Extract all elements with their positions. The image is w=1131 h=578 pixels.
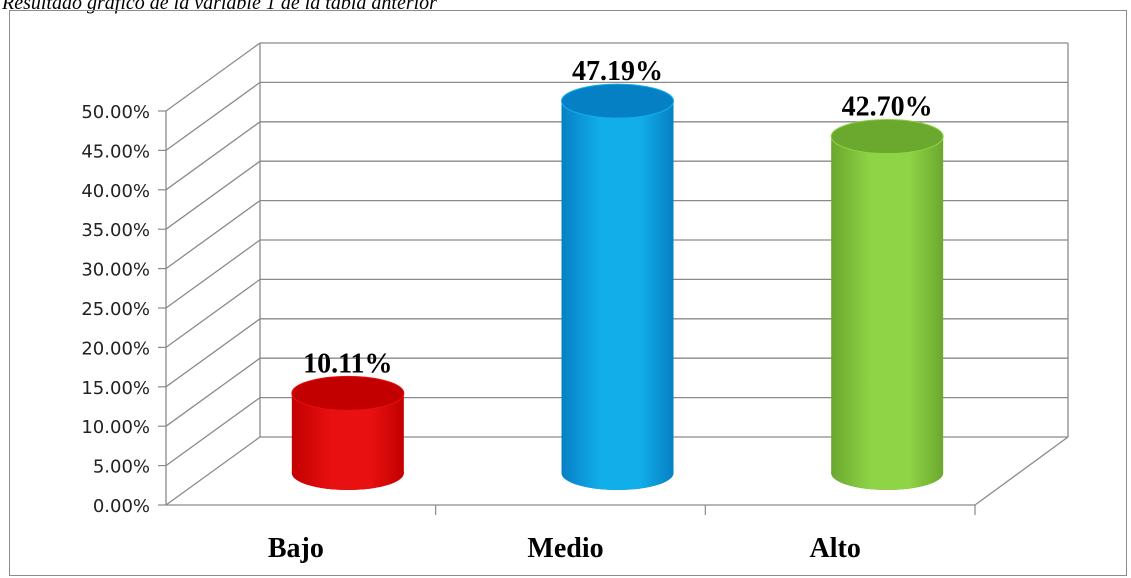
y-tick-label: 30.00%: [81, 260, 150, 281]
gridline-diagonal: [165, 81, 261, 151]
y-tick-label: 45.00%: [81, 141, 150, 162]
bar-body: [831, 136, 944, 474]
y-tick-label: 50.00%: [81, 102, 150, 123]
chart-frame: [9, 10, 1127, 576]
bar-top: [291, 375, 405, 411]
bar-body: [561, 101, 674, 474]
category-layer: Bajo Medio Alto: [268, 533, 861, 564]
x-tick-label: Alto: [810, 533, 861, 564]
x-tick-label: Medio: [527, 533, 603, 564]
bar-bottom-front: [291, 473, 404, 490]
gridline-diagonal: [165, 239, 261, 309]
bar-bottom-front: [831, 473, 944, 490]
label-layer: 10.11% 47.19% 42.70%: [303, 56, 933, 379]
data-label: 47.19%: [572, 56, 663, 87]
bar-top: [830, 119, 944, 155]
bar-bottom-front: [561, 473, 674, 490]
gridline-diagonal: [165, 121, 261, 191]
y-tick-label: 5.00%: [93, 457, 150, 478]
tick-layer: 0.00% 5.00% 10.00% 15.00% 20.00% 25.00% 30.00%…: [81, 102, 150, 517]
y-tick-label: 25.00%: [81, 299, 150, 320]
gridline-diagonal: [165, 278, 261, 348]
gridline-diagonal: [165, 200, 261, 270]
gridline-diagonal: [165, 357, 261, 427]
y-tick-label: 35.00%: [81, 220, 150, 241]
y-tick-label: 20.00%: [81, 338, 150, 359]
gridline-diagonal: [165, 397, 261, 467]
gridline-diagonal: [165, 42, 261, 112]
bar-top: [561, 83, 674, 119]
gridline-diagonal: [165, 436, 261, 506]
gridline-diagonal: [165, 318, 261, 388]
bar-layer: [291, 83, 944, 490]
bar-bajo: [291, 375, 405, 490]
data-label: 42.70%: [842, 92, 933, 123]
y-tick-label: 40.00%: [81, 181, 150, 202]
y-tick-label: 10.00%: [81, 417, 150, 438]
x-tick-label: Bajo: [268, 533, 324, 564]
bar-alto: [830, 119, 944, 490]
axis-layer: [158, 43, 1069, 515]
data-label: 10.11%: [303, 348, 392, 379]
y-tick-label: 15.00%: [81, 378, 150, 399]
bar-medio: [561, 83, 674, 490]
floor-right-edge: [974, 436, 1069, 506]
y-tick-label: 0.00%: [93, 496, 150, 517]
gridline-diagonal: [165, 160, 261, 230]
